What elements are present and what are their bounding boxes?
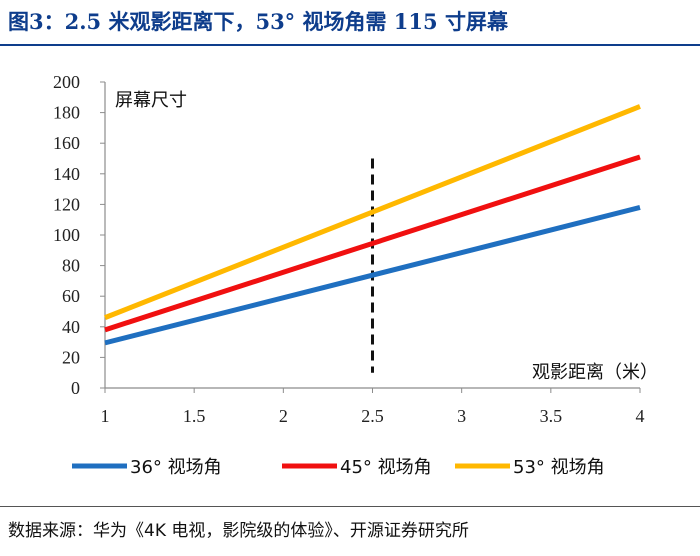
legend-label-2: 53° 视场角: [513, 457, 605, 478]
y-tick-label: 180: [53, 103, 80, 123]
x-tick-label: 1.5: [183, 406, 206, 426]
chart-axes: 0 20 40 60 80 100 120 140 160 180 200 1 1.5 2 2.5 3 3.5 4: [53, 72, 645, 426]
footer-divider: [0, 506, 700, 507]
x-tick-label: 2.5: [361, 406, 384, 426]
y-tick-label: 160: [53, 133, 80, 153]
y-axis-title: 屏幕尺寸: [115, 90, 187, 111]
legend: 36° 视场角 45° 视场角 53° 视场角: [72, 457, 605, 478]
y-tick-label: 20: [62, 347, 80, 367]
y-tick-label: 80: [62, 256, 80, 276]
x-tick-label: 4: [636, 406, 645, 426]
x-tick-label: 2: [279, 406, 288, 426]
x-tick-label: 3: [457, 406, 466, 426]
series-line-2: [104, 104, 641, 320]
title-divider: [0, 44, 700, 46]
y-tick-label: 40: [62, 317, 80, 337]
y-tick-label: 0: [71, 378, 80, 398]
line-chart: 0 20 40 60 80 100 120 140 160 180 200 1 1.5 2 2.5 3 3.5 4…: [53, 72, 658, 478]
y-tick-label: 200: [53, 72, 80, 92]
series-line-1: [104, 154, 641, 333]
y-tick-label: 60: [62, 286, 80, 306]
x-axis-title: 观影距离（米）: [532, 362, 658, 383]
y-tick-label: 120: [53, 194, 80, 214]
source-note: 数据来源：华为《4K 电视，影院级的体验》、开源证券研究所: [8, 521, 469, 541]
y-tick-label: 140: [53, 164, 80, 184]
legend-label-1: 45° 视场角: [340, 457, 432, 478]
x-tick-label: 3.5: [540, 406, 563, 426]
x-tick-label: 1: [101, 406, 110, 426]
series-line-0: [104, 205, 641, 346]
y-tick-label: 100: [53, 225, 80, 245]
legend-label-0: 36° 视场角: [130, 457, 222, 478]
series-lines: [104, 104, 641, 346]
chart-title: 图3：2.5 米观影距离下，53° 视场角需 115 寸屏幕: [8, 9, 508, 34]
